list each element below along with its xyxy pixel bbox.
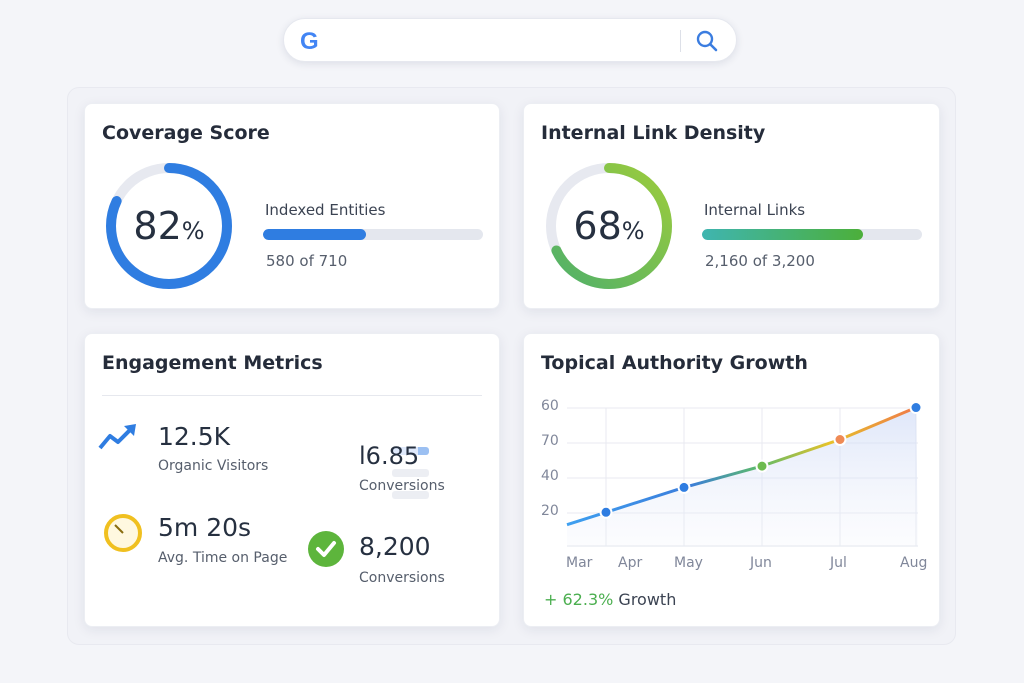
bar-count: 2,160 of 3,200 <box>705 252 815 270</box>
check-circle-icon <box>308 531 344 567</box>
y-tick-label: 20 <box>541 503 559 519</box>
topical-authority-growth-card: Topical Authority Growth + 62.3% Growth … <box>523 333 940 627</box>
bar-count: 580 of 710 <box>266 252 348 270</box>
search-icon[interactable] <box>694 28 720 54</box>
percent-sign: % <box>181 217 205 245</box>
data-point <box>755 459 769 473</box>
coverage-percent: 82 <box>133 204 182 248</box>
divider <box>680 30 681 52</box>
indexed-progress-bar <box>263 229 483 240</box>
x-tick-label: Mar <box>566 555 593 571</box>
x-tick-label: Aug <box>900 555 928 571</box>
metric-value: 8,200 <box>359 532 431 561</box>
google-logo: G <box>300 28 319 55</box>
coverage-score-card: Coverage Score 82% Indexed Entities 580 … <box>84 103 500 309</box>
x-tick-label: Jun <box>750 555 772 571</box>
bar-label: Indexed Entities <box>265 201 386 219</box>
card-title: Internal Link Density <box>541 122 766 144</box>
percent-sign: % <box>621 217 645 245</box>
series-line <box>566 406 917 527</box>
x-tick-label: Apr <box>618 555 643 571</box>
data-point <box>677 480 691 494</box>
x-tick-label: May <box>674 555 703 571</box>
search-bar[interactable]: G <box>283 18 737 62</box>
trend-up-icon <box>98 424 136 450</box>
metric-label: Conversions <box>359 478 445 494</box>
y-tick-label: 60 <box>541 398 559 414</box>
y-tick-label: 70 <box>541 433 559 449</box>
card-title: Engagement Metrics <box>102 352 323 374</box>
divider <box>102 395 482 396</box>
y-tick-label: 40 <box>541 468 559 484</box>
metric-value: l6.85 <box>359 442 420 470</box>
data-point <box>833 433 847 446</box>
engagement-metrics-card: Engagement Metrics 12.5K Organic Visitor… <box>84 333 500 627</box>
growth-label: Growth <box>618 590 677 609</box>
coverage-ring: 82% <box>104 161 234 291</box>
links-percent: 68 <box>573 204 622 248</box>
card-title: Coverage Score <box>102 122 270 144</box>
authority-line-chart <box>566 401 923 547</box>
links-progress-bar <box>702 229 922 240</box>
clock-icon <box>104 514 142 552</box>
metric-label: Organic Visitors <box>158 458 269 474</box>
internal-link-density-card: Internal Link Density 68% Internal Links… <box>523 103 940 309</box>
metric-label: Conversions <box>359 570 445 586</box>
data-point <box>599 505 613 519</box>
x-tick-label: Jul <box>830 555 847 571</box>
list-bars-icon <box>392 447 429 499</box>
bar-label: Internal Links <box>704 201 806 219</box>
area-fill <box>567 407 918 546</box>
links-ring: 68% <box>544 161 674 291</box>
card-title: Topical Authority Growth <box>541 352 808 374</box>
growth-value: + 62.3% <box>544 590 614 609</box>
metric-value: 5m 20s <box>158 513 252 542</box>
metric-label: Avg. Time on Page <box>158 550 288 566</box>
growth-summary: + 62.3% Growth <box>544 590 676 609</box>
data-point <box>909 401 923 415</box>
metric-value: 12.5K <box>158 422 231 451</box>
